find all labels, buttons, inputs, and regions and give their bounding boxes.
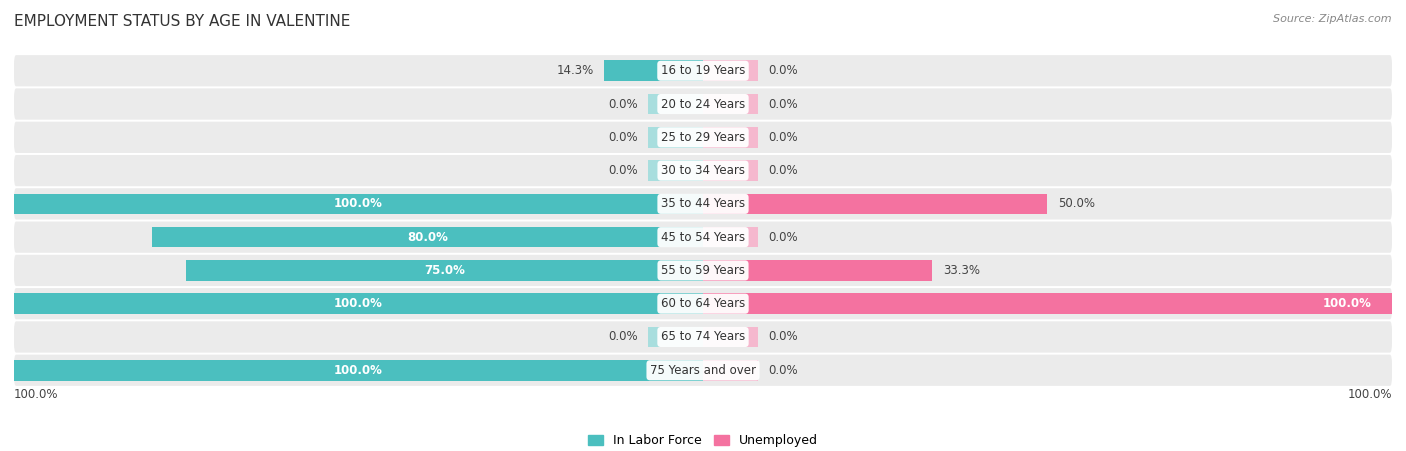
Text: 100.0%: 100.0% — [14, 388, 59, 401]
Text: 20 to 24 Years: 20 to 24 Years — [661, 97, 745, 110]
Bar — [648, 127, 703, 147]
Text: 30 to 34 Years: 30 to 34 Years — [661, 164, 745, 177]
Text: 16 to 19 Years: 16 to 19 Years — [661, 64, 745, 77]
FancyBboxPatch shape — [14, 221, 1392, 253]
Text: 55 to 59 Years: 55 to 59 Years — [661, 264, 745, 277]
Text: 100.0%: 100.0% — [335, 297, 382, 310]
Text: 0.0%: 0.0% — [769, 331, 799, 344]
Text: 50.0%: 50.0% — [1057, 198, 1095, 210]
Text: 0.0%: 0.0% — [769, 230, 799, 244]
Text: 0.0%: 0.0% — [769, 364, 799, 377]
Bar — [703, 193, 1047, 214]
Text: 100.0%: 100.0% — [1347, 388, 1392, 401]
FancyBboxPatch shape — [14, 354, 1392, 386]
Bar — [648, 94, 703, 115]
Text: 0.0%: 0.0% — [607, 131, 637, 144]
Bar — [703, 327, 758, 347]
Bar — [703, 294, 1392, 314]
FancyBboxPatch shape — [14, 322, 1392, 353]
FancyBboxPatch shape — [14, 88, 1392, 120]
Text: 0.0%: 0.0% — [769, 131, 799, 144]
Text: 80.0%: 80.0% — [406, 230, 449, 244]
FancyBboxPatch shape — [14, 255, 1392, 286]
Text: 75.0%: 75.0% — [425, 264, 465, 277]
Bar — [703, 160, 758, 181]
Bar — [14, 294, 703, 314]
Text: 100.0%: 100.0% — [335, 198, 382, 210]
Text: 14.3%: 14.3% — [557, 64, 595, 77]
Text: 0.0%: 0.0% — [769, 64, 799, 77]
Bar — [703, 127, 758, 147]
Text: 60 to 64 Years: 60 to 64 Years — [661, 297, 745, 310]
Text: 75 Years and over: 75 Years and over — [650, 364, 756, 377]
Bar — [648, 160, 703, 181]
FancyBboxPatch shape — [14, 155, 1392, 186]
Bar — [703, 60, 758, 81]
FancyBboxPatch shape — [14, 188, 1392, 220]
Text: 0.0%: 0.0% — [607, 331, 637, 344]
Text: 0.0%: 0.0% — [607, 164, 637, 177]
Text: 25 to 29 Years: 25 to 29 Years — [661, 131, 745, 144]
Text: EMPLOYMENT STATUS BY AGE IN VALENTINE: EMPLOYMENT STATUS BY AGE IN VALENTINE — [14, 14, 350, 28]
Bar — [152, 227, 703, 248]
Bar — [703, 360, 758, 381]
Bar — [648, 327, 703, 347]
Text: Source: ZipAtlas.com: Source: ZipAtlas.com — [1274, 14, 1392, 23]
Bar — [186, 260, 703, 281]
Bar — [14, 360, 703, 381]
Bar — [703, 260, 932, 281]
Text: 0.0%: 0.0% — [769, 97, 799, 110]
Text: 65 to 74 Years: 65 to 74 Years — [661, 331, 745, 344]
Bar — [703, 94, 758, 115]
FancyBboxPatch shape — [14, 288, 1392, 319]
Text: 45 to 54 Years: 45 to 54 Years — [661, 230, 745, 244]
FancyBboxPatch shape — [14, 122, 1392, 153]
Legend: In Labor Force, Unemployed: In Labor Force, Unemployed — [583, 429, 823, 451]
Bar — [14, 193, 703, 214]
Text: 100.0%: 100.0% — [1323, 297, 1371, 310]
Text: 33.3%: 33.3% — [943, 264, 980, 277]
Bar — [703, 227, 758, 248]
Text: 0.0%: 0.0% — [607, 97, 637, 110]
Bar — [605, 60, 703, 81]
FancyBboxPatch shape — [14, 55, 1392, 87]
Text: 35 to 44 Years: 35 to 44 Years — [661, 198, 745, 210]
Text: 0.0%: 0.0% — [769, 164, 799, 177]
Text: 100.0%: 100.0% — [335, 364, 382, 377]
